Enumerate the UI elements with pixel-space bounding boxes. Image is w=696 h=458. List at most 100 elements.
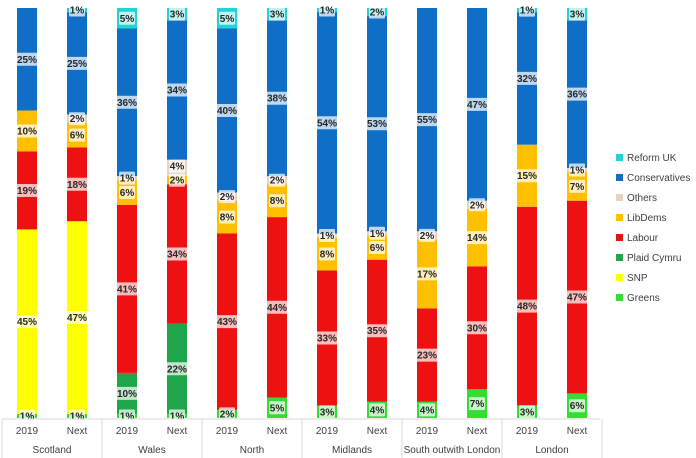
group-label-scotland: Scotland	[33, 445, 72, 456]
data-label-text: 4%	[370, 405, 385, 416]
data-label: 22%	[166, 362, 188, 376]
data-label: 10%	[16, 124, 38, 138]
tick-label: 2019	[216, 426, 239, 437]
data-label-text: 1%	[520, 6, 535, 17]
legend-label: SNP	[627, 273, 648, 284]
data-label: 1%	[319, 229, 335, 243]
data-label-text: 1%	[320, 231, 335, 242]
data-label-text: 34%	[167, 86, 187, 97]
data-label: 45%	[16, 315, 38, 329]
data-label: 53%	[366, 117, 388, 131]
data-label: 18%	[66, 177, 88, 191]
tick-label: Next	[567, 426, 588, 437]
data-label-text: 1%	[370, 229, 385, 240]
data-label: 1%	[319, 3, 335, 17]
data-label: 1%	[69, 409, 85, 423]
legend-item-labour: Labour	[616, 233, 659, 244]
data-label-text: 32%	[517, 74, 537, 85]
data-label-text: 3%	[520, 407, 535, 418]
data-label: 17%	[416, 267, 438, 281]
legend-swatch	[616, 154, 623, 161]
data-label: 34%	[166, 83, 188, 97]
legend-label: LibDems	[627, 213, 666, 224]
data-label-text: 7%	[570, 182, 585, 193]
data-label: 47%	[66, 311, 88, 325]
data-label-text: 22%	[167, 364, 187, 375]
data-label-text: 47%	[67, 313, 87, 324]
data-label: 3%	[569, 7, 585, 21]
data-label: 25%	[66, 56, 88, 70]
legend-swatch	[616, 174, 623, 181]
data-label: 2%	[369, 5, 385, 19]
data-label-text: 23%	[417, 351, 437, 362]
data-label-text: 1%	[20, 411, 35, 422]
data-label: 2%	[69, 112, 85, 126]
legend-swatch	[616, 214, 623, 221]
tick-label: 2019	[516, 426, 539, 437]
data-label-text: 5%	[220, 14, 235, 25]
legend-swatch	[616, 274, 623, 281]
data-label-text: 6%	[570, 401, 585, 412]
data-label: 36%	[116, 95, 138, 109]
data-label: 2%	[219, 190, 235, 204]
data-label-text: 8%	[220, 213, 235, 224]
data-label-text: 2%	[220, 409, 235, 420]
tick-label: Next	[267, 426, 288, 437]
data-labels-layer: 1% 45% 19% 10% 25% 1% 47% 18% 6% 2% 25% 1% 1% 10% 41% 6…	[16, 3, 588, 423]
data-label-text: 19%	[17, 186, 37, 197]
data-label-text: 5%	[270, 403, 285, 414]
data-label-text: 48%	[517, 302, 537, 313]
data-label-text: 43%	[217, 317, 237, 328]
data-label: 14%	[466, 231, 488, 245]
legend-item-snp: SNP	[616, 273, 648, 284]
bars-layer	[17, 8, 587, 418]
data-label-text: 2%	[420, 231, 435, 242]
data-label-text: 3%	[320, 407, 335, 418]
legend-item-plaid-cymru: Plaid Cymru	[616, 253, 681, 264]
data-label-text: 3%	[570, 10, 585, 21]
data-label-text: 25%	[17, 55, 37, 66]
data-label: 19%	[16, 183, 38, 197]
data-label-text: 36%	[567, 90, 587, 101]
data-label: 4%	[369, 403, 385, 417]
data-label-text: 6%	[370, 243, 385, 254]
data-label: 36%	[566, 87, 588, 101]
data-label-text: 25%	[67, 59, 87, 70]
data-label: 25%	[16, 52, 38, 66]
legend-label: Plaid Cymru	[627, 253, 681, 264]
data-label: 40%	[216, 104, 238, 117]
data-label: 1%	[69, 3, 85, 17]
data-label-text: 3%	[170, 10, 185, 21]
data-label-text: 18%	[67, 180, 87, 191]
legend-swatch	[616, 194, 623, 201]
data-label: 34%	[166, 247, 188, 261]
data-label: 7%	[469, 397, 485, 411]
data-label-text: 1%	[70, 6, 85, 17]
data-label-text: 35%	[367, 326, 387, 337]
data-label: 43%	[216, 315, 238, 329]
data-label: 5%	[269, 401, 285, 415]
data-label-text: 55%	[417, 115, 437, 126]
legend-item-others: Others	[616, 193, 657, 204]
data-label-text: 47%	[467, 100, 487, 111]
data-label: 1%	[169, 409, 185, 423]
legend-label: Labour	[627, 233, 659, 244]
data-label: 23%	[416, 348, 438, 362]
data-label: 44%	[266, 300, 288, 314]
tick-label: Next	[167, 426, 188, 437]
data-label: 3%	[269, 7, 285, 21]
data-label-text: 1%	[170, 411, 185, 422]
group-label-midlands: Midlands	[332, 445, 372, 456]
data-label: 4%	[169, 159, 185, 173]
data-label: 5%	[219, 11, 235, 25]
data-label: 2%	[419, 228, 435, 242]
data-label: 6%	[69, 128, 85, 142]
data-label: 41%	[116, 282, 138, 296]
legend-label: Greens	[627, 293, 660, 304]
data-label: 8%	[269, 194, 285, 208]
data-label-text: 1%	[320, 6, 335, 17]
data-label: 10%	[116, 386, 138, 400]
legend-label: Reform UK	[627, 153, 677, 164]
data-label: 38%	[266, 91, 288, 105]
data-label: 1%	[519, 3, 535, 17]
